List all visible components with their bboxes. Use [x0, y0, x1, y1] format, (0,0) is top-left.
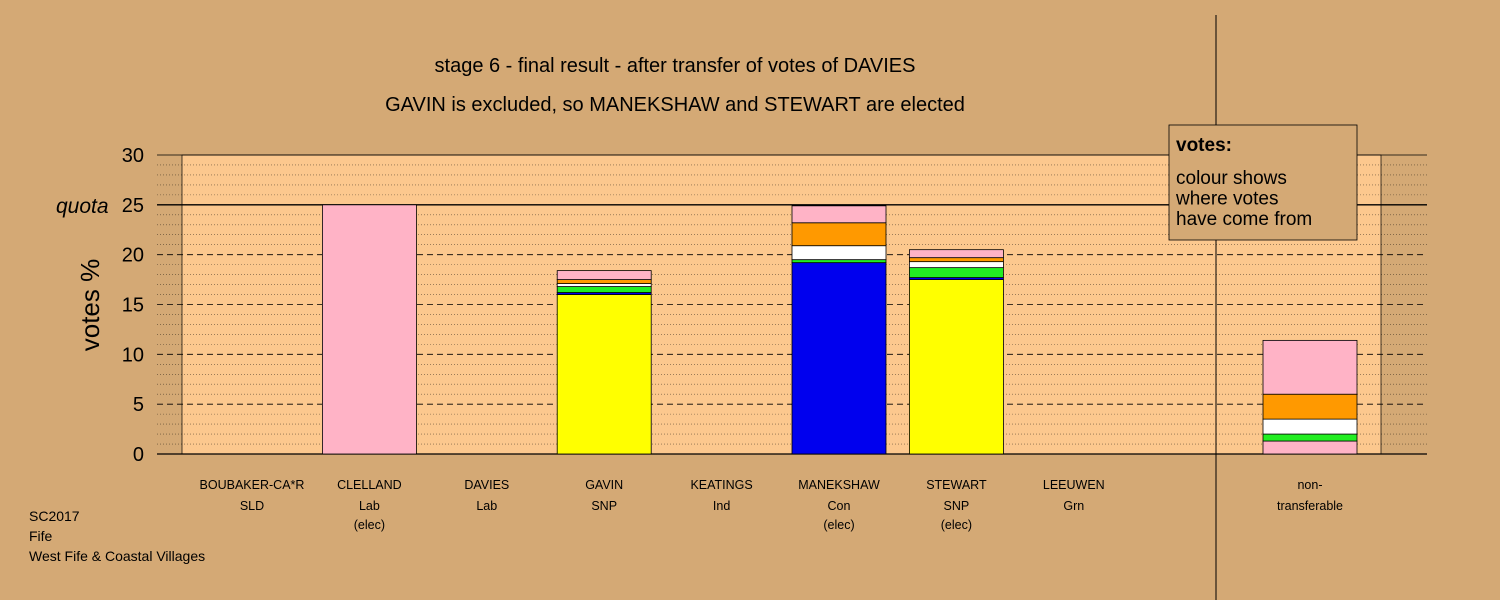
bar-gavin-segment-lab [556, 270, 652, 280]
candidate-name-label: DAVIES [464, 478, 509, 492]
footer-ward: West Fife & Coastal Villages [29, 548, 206, 564]
bar-gavin-segment-ld [556, 279, 652, 284]
bar-manekshaw-segment-lab [791, 205, 887, 224]
legend-text-line: have come from [1176, 209, 1312, 230]
candidate-name-label: KEATINGS [690, 478, 752, 492]
candidate-party-label: Grn [1063, 499, 1084, 513]
candidate-name-label: LEEUWEN [1043, 478, 1105, 492]
bar-gavin-segment-ind [556, 283, 652, 287]
quota-label: quota [56, 195, 109, 218]
bar-nontransferable-segment-ld [1262, 393, 1358, 420]
legend-text-line: where votes [1175, 189, 1278, 210]
chart-title: stage 6 - final result - after transfer … [435, 55, 916, 77]
nontransferable-label: non- [1297, 478, 1322, 492]
bar-nontransferable-segment-ind [1262, 418, 1358, 435]
candidate-party-label: SNP [944, 499, 970, 513]
bar-manekshaw-segment-con [791, 262, 887, 455]
legend-text-line: colour shows [1176, 168, 1287, 189]
bar-manekshaw-segment-ind [791, 245, 887, 261]
bar-nontransferable-segment-green [1262, 433, 1358, 442]
candidate-name-label: MANEKSHAW [798, 478, 880, 492]
bar-stewart-segment-ind [909, 261, 1004, 269]
candidate-party-label: Lab [476, 499, 497, 513]
candidate-party-label: Con [828, 499, 851, 513]
nontransferable-label: transferable [1277, 499, 1343, 513]
candidate-status-label: (elec) [941, 518, 972, 532]
bar-manekshaw-segment-green [791, 259, 887, 264]
bar-nontransferable-segment-lab [1262, 339, 1358, 395]
candidate-name-label: BOUBAKER-CA*R [200, 478, 305, 492]
candidate-status-label: (elec) [354, 518, 385, 532]
bar-gavin-segment-green [556, 286, 652, 293]
candidate-status-label: (elec) [823, 518, 854, 532]
footer-election: SC2017 [29, 508, 80, 524]
footer-council: Fife [29, 528, 53, 544]
bar-nontransferable-segment-lab [1262, 440, 1358, 455]
candidate-name-label: CLELLAND [337, 478, 402, 492]
candidate-name-label: STEWART [926, 478, 987, 492]
y-tick-label: 30 [122, 145, 144, 167]
bar-stewart-segment-lab [909, 249, 1004, 259]
bar-clelland-segment-lab [321, 204, 417, 455]
y-tick-label: 5 [133, 394, 144, 416]
y-axis-title: votes % [75, 259, 105, 352]
candidate-party-label: SNP [591, 499, 617, 513]
candidate-party-label: SLD [240, 499, 264, 513]
y-tick-label: 0 [133, 444, 144, 466]
y-tick-label: 25 [122, 195, 144, 217]
bar-stewart-segment-green [909, 267, 1004, 278]
candidate-name-label: GAVIN [585, 478, 623, 492]
y-tick-label: 20 [122, 245, 144, 267]
bar-gavin-segment-snp [556, 294, 652, 455]
legend-title: votes: [1176, 135, 1232, 156]
y-tick-label: 15 [122, 295, 144, 317]
bar-stewart-segment-ld [909, 257, 1004, 263]
legend-box [1168, 124, 1358, 241]
candidate-party-label: Lab [359, 499, 380, 513]
candidate-party-label: Ind [713, 499, 730, 513]
bar-stewart-segment-snp [909, 279, 1004, 455]
bar-manekshaw-segment-ld [791, 222, 887, 247]
election-footer: SC2017 Fife West Fife & Coastal Villages [29, 506, 205, 566]
chart-subtitle: GAVIN is excluded, so MANEKSHAW and STEW… [385, 94, 965, 116]
y-tick-label: 10 [122, 344, 144, 366]
